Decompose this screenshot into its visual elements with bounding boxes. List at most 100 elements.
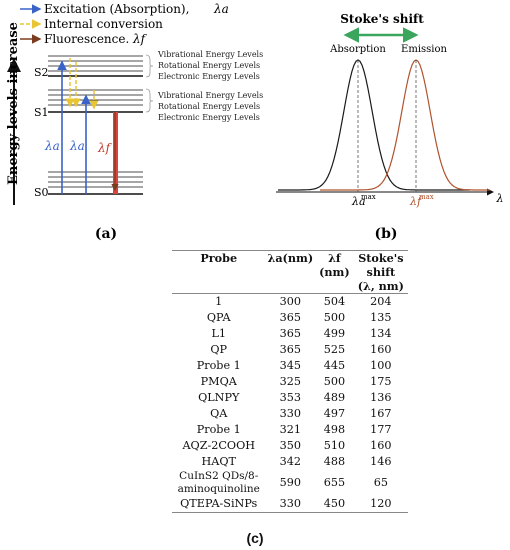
svg-text:Rotational Energy Levels: Rotational Energy Levels xyxy=(158,102,260,111)
level-group-lower: Vibrational Energy Levels Rotational Ene… xyxy=(157,91,263,122)
table-cell-lf: 504 xyxy=(323,295,346,308)
table-cell-la: 342 xyxy=(279,455,301,468)
state-label-s1: S1 xyxy=(34,106,49,119)
svg-text:Vibrational Energy Levels: Vibrational Energy Levels xyxy=(157,91,263,100)
table-row: QTEPA-SiNPs 330 450 120 xyxy=(172,496,408,513)
table-cell-probe: QPA xyxy=(206,311,231,324)
table-cell-lf: 445 xyxy=(323,359,346,372)
header-shift-3: (λ, nm) xyxy=(357,279,404,293)
table-cell-lf: 525 xyxy=(323,343,346,356)
table-cell-la: 350 xyxy=(279,439,301,452)
table-cell-la: 330 xyxy=(279,407,301,420)
header-shift: Stoke's shift (λ, nm) xyxy=(354,251,408,294)
table-cell-lf: 499 xyxy=(323,327,346,340)
table-cell-shift: 160 xyxy=(370,439,392,452)
table-cell-lf: 497 xyxy=(323,407,346,420)
table-cell-shift: 146 xyxy=(370,455,392,468)
table-cell-lf: 489 xyxy=(323,391,346,404)
table-cell-shift: 177 xyxy=(370,423,392,436)
table-cell-la: 365 xyxy=(279,343,301,356)
table-cell-shift: 204 xyxy=(370,295,392,308)
state-label-s2: S2 xyxy=(34,66,49,79)
table-row: QA 330 497 167 xyxy=(172,406,408,422)
table-cell-probe: QP xyxy=(210,343,228,356)
table-row: HAQT 342 488 146 xyxy=(172,454,408,470)
table-cell-shift: 120 xyxy=(370,497,392,510)
table-cell-probe: CuInS2 QDs/8-aminoquinoline xyxy=(177,470,260,495)
table-cell-probe: HAQT xyxy=(201,455,236,468)
table-cell-probe: AQZ-2COOH xyxy=(182,439,256,452)
header-la: λa(nm) xyxy=(267,251,314,265)
table-row: 1 300 504 204 xyxy=(172,294,408,311)
table-cell-probe: Probe 1 xyxy=(196,423,241,436)
header-shift-1: Stoke's xyxy=(358,251,404,265)
probe-table-wrap: Probe λa(nm) λf (nm) Stoke's shift (λ, n… xyxy=(172,250,408,513)
probe-table: Probe λa(nm) λf (nm) Stoke's shift (λ, n… xyxy=(172,250,408,513)
table-cell-shift: 175 xyxy=(370,375,392,388)
table-cell-probe: QTEPA-SiNPs xyxy=(180,497,258,510)
table-cell-probe: 1 xyxy=(215,295,223,308)
brace-upper xyxy=(145,54,154,78)
diagram-canvas: Excitation (Absorption), λa Internal con… xyxy=(6,2,504,242)
brace-lower xyxy=(145,88,154,113)
header-lf-symbol: λf xyxy=(328,251,341,265)
table-cell-lf: 498 xyxy=(323,423,346,436)
table-cell-probe: Probe 1 xyxy=(196,359,241,372)
table-cell-lf: 500 xyxy=(323,311,346,324)
table-cell-shift: 100 xyxy=(370,359,392,372)
table-row: QPA 365 500 135 xyxy=(172,310,408,326)
em-max-symbol: λf xyxy=(409,195,423,208)
table-cell-shift: 135 xyxy=(370,311,392,324)
stokes-shift-title: Stoke's shift xyxy=(340,12,424,26)
absorption-label: Absorption xyxy=(329,44,386,55)
table-cell-shift: 136 xyxy=(370,391,392,404)
table-cell-la: 330 xyxy=(279,497,301,510)
header-probe: Probe xyxy=(200,251,238,265)
table-cell-shift: 65 xyxy=(373,476,388,489)
table-cell-probe: L1 xyxy=(211,327,227,340)
table-cell-probe: PMQA xyxy=(200,375,237,388)
table-cell-shift: 134 xyxy=(370,327,392,340)
header-lf: λf (nm) xyxy=(315,251,354,294)
svg-text:Electronic Energy Levels: Electronic Energy Levels xyxy=(158,113,260,122)
table-cell-lf: 510 xyxy=(323,439,346,452)
em-max-sup: max xyxy=(419,193,434,201)
table-cell-la: 353 xyxy=(279,391,301,404)
table-cell-la: 365 xyxy=(279,327,301,340)
table-cell-la: 300 xyxy=(279,295,301,308)
table-cell-lf: 655 xyxy=(323,476,346,489)
table-row: L1 365 499 134 xyxy=(172,326,408,342)
legend-excitation: Excitation (Absorption), xyxy=(44,2,189,16)
table-body: 1 300 504 204 QPA 365 500 135 L1 365 499 134 QP 365 52… xyxy=(172,294,408,513)
emission-curve xyxy=(320,59,490,191)
wavelength-axis-symbol: λ xyxy=(496,192,504,205)
level-group-upper: Vibrational Energy Levels Rotational Ene… xyxy=(157,50,263,81)
table-row: CuInS2 QDs/8-aminoquinoline 590 655 65 xyxy=(172,470,408,496)
energy-axis-label: Energy levels increase xyxy=(6,22,21,185)
emission-label: Emission xyxy=(401,44,447,55)
table-cell-probe: QA xyxy=(210,407,228,420)
table-cell-la: 325 xyxy=(279,375,301,388)
energy-levels xyxy=(48,55,143,195)
table-row: Probe 1 345 445 100 xyxy=(172,358,408,374)
table-row: QP 365 525 160 xyxy=(172,342,408,358)
caption-b: (b) xyxy=(374,226,397,242)
header-shift-2: shift xyxy=(366,265,396,279)
legend: Excitation (Absorption), λa Internal con… xyxy=(20,2,229,46)
table-cell-la: 321 xyxy=(279,423,301,436)
legend-internal: Internal conversion xyxy=(44,17,163,31)
table-cell-lf: 488 xyxy=(323,455,346,468)
arrow-label-la-2: λa xyxy=(69,139,85,153)
arrow-label-la-1: λa xyxy=(44,139,60,153)
legend-fluorescence-symbol: λf xyxy=(132,32,148,46)
table-row: AQZ-2COOH 350 510 160 xyxy=(172,438,408,454)
table-row: Probe 1 321 498 177 xyxy=(172,422,408,438)
svg-text:Rotational Energy Levels: Rotational Energy Levels xyxy=(158,61,260,70)
table-row: PMQA 325 500 175 xyxy=(172,374,408,390)
table-cell-la: 590 xyxy=(279,476,301,489)
caption-c: (c) xyxy=(246,530,264,546)
state-label-s0: S0 xyxy=(34,186,49,199)
caption-a: (a) xyxy=(95,226,117,242)
table-cell-la: 345 xyxy=(279,359,301,372)
